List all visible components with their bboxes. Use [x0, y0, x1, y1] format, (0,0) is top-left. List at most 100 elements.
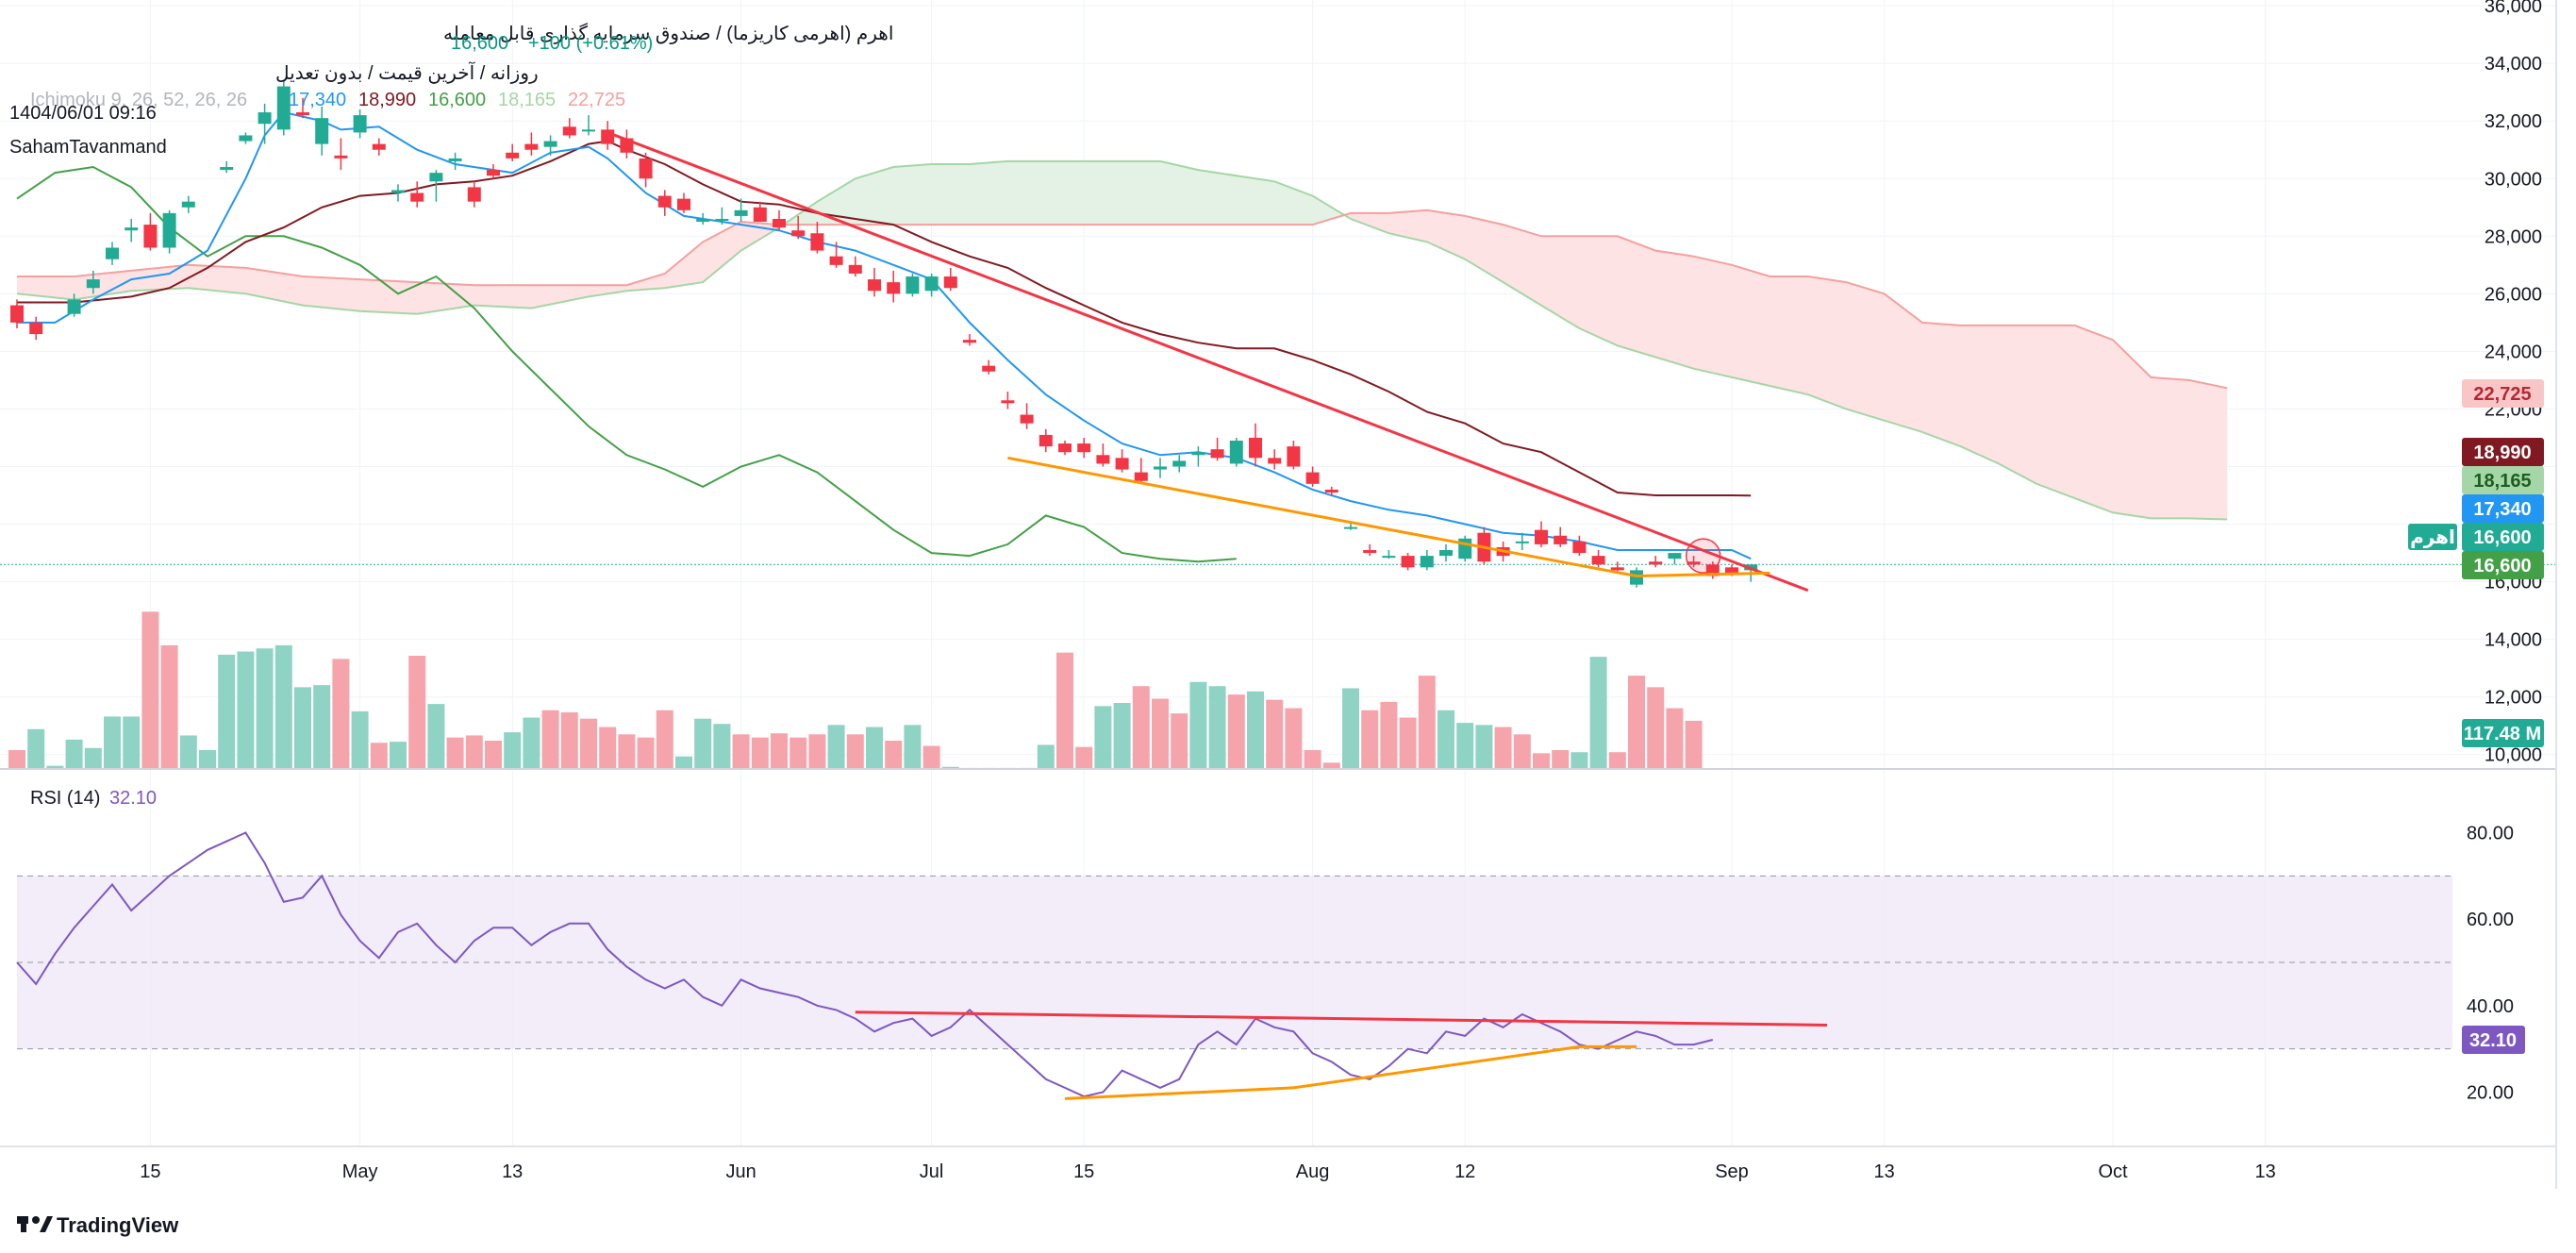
rsi-resistance-trendline[interactable]: [855, 1011, 1828, 1027]
candle[interactable]: [258, 103, 272, 144]
candle[interactable]: [125, 218, 139, 242]
candle[interactable]: [734, 198, 748, 223]
candlesticks[interactable]: [10, 80, 1758, 588]
candle[interactable]: [67, 293, 81, 317]
candle[interactable]: [848, 256, 862, 277]
candle[interactable]: [982, 359, 996, 375]
candle[interactable]: [10, 299, 24, 328]
candle[interactable]: [448, 152, 462, 171]
price-resistance-trendline[interactable]: [607, 131, 1809, 593]
candle[interactable]: [943, 267, 957, 292]
price-support-trendline[interactable]: [1636, 571, 1770, 577]
candle[interactable]: [906, 273, 920, 297]
candle[interactable]: [1134, 458, 1148, 484]
candle[interactable]: [1591, 550, 1605, 568]
candle[interactable]: [29, 316, 43, 341]
candle[interactable]: [829, 242, 843, 268]
candle[interactable]: [239, 132, 253, 144]
candle[interactable]: [1535, 521, 1548, 547]
candle[interactable]: [391, 184, 405, 202]
candle[interactable]: [1630, 567, 1643, 588]
candle[interactable]: [1572, 535, 1587, 557]
candle[interactable]: [657, 190, 672, 216]
candle[interactable]: [562, 118, 576, 139]
candle[interactable]: [1249, 423, 1262, 467]
price-trendlines[interactable]: [607, 131, 1809, 593]
candle[interactable]: [1001, 392, 1015, 409]
rsi-support-trendline[interactable]: [1293, 1044, 1580, 1090]
candle[interactable]: [791, 215, 806, 240]
candle[interactable]: [1439, 543, 1453, 562]
candle[interactable]: [1649, 556, 1663, 568]
candle[interactable]: [1191, 446, 1205, 467]
candle[interactable]: [868, 267, 881, 297]
candle[interactable]: [86, 270, 100, 294]
candle[interactable]: [773, 209, 786, 231]
candle[interactable]: [1420, 550, 1434, 571]
candle[interactable]: [1077, 437, 1091, 459]
candle[interactable]: [296, 97, 309, 119]
rsi-axis[interactable]: 80.00 60.00 40.00 20.00: [2467, 824, 2514, 1104]
candle[interactable]: [372, 138, 386, 156]
candle[interactable]: [162, 209, 176, 254]
candle[interactable]: [106, 242, 119, 265]
rsi-trendlines[interactable]: [855, 1011, 1828, 1100]
candle[interactable]: [1287, 441, 1301, 470]
candle[interactable]: [677, 192, 690, 213]
candle[interactable]: [1058, 441, 1072, 456]
candle[interactable]: [410, 181, 424, 208]
candle[interactable]: [1668, 553, 1682, 565]
candle[interactable]: [543, 135, 557, 156]
candle[interactable]: [639, 152, 653, 188]
candle[interactable]: [715, 207, 729, 226]
candle[interactable]: [487, 163, 500, 179]
candle[interactable]: [963, 334, 976, 346]
candle[interactable]: [467, 181, 481, 208]
candle[interactable]: [1154, 458, 1167, 478]
candle[interactable]: [620, 129, 634, 159]
candle[interactable]: [810, 222, 824, 254]
candle[interactable]: [1554, 526, 1568, 547]
price-support-trendline[interactable]: [1007, 456, 1637, 577]
candle[interactable]: [334, 138, 348, 171]
volume-bar: [1227, 694, 1245, 769]
candle[interactable]: [1096, 443, 1110, 467]
candle[interactable]: [1515, 532, 1529, 551]
time-axis[interactable]: 15 May 13 Jun Jul 15 Aug 12 Sep 13 Oct 13: [140, 1161, 2275, 1182]
candle[interactable]: [924, 273, 939, 297]
highlight-circle[interactable]: [1685, 538, 1721, 574]
candle[interactable]: [181, 195, 195, 213]
candle[interactable]: [506, 143, 520, 161]
candle[interactable]: [1401, 553, 1415, 571]
candle[interactable]: [1039, 428, 1053, 453]
candle[interactable]: [429, 170, 443, 202]
volume-bar: [1247, 691, 1264, 769]
candle[interactable]: [753, 201, 767, 223]
candle[interactable]: [1020, 403, 1034, 429]
candle[interactable]: [1324, 486, 1338, 496]
candle[interactable]: [582, 115, 595, 136]
candle[interactable]: [1172, 455, 1187, 473]
candle[interactable]: [1687, 556, 1701, 568]
candle[interactable]: [143, 212, 158, 251]
candle[interactable]: [1115, 449, 1129, 473]
candle[interactable]: [353, 109, 367, 139]
candle[interactable]: [1229, 437, 1243, 467]
tradingview-logo[interactable]: TradingView: [17, 1213, 179, 1237]
candle[interactable]: [1382, 550, 1396, 560]
candle[interactable]: [1305, 466, 1320, 487]
candle[interactable]: [696, 212, 710, 226]
candle[interactable]: [524, 132, 539, 156]
candle[interactable]: [1363, 543, 1377, 557]
candle[interactable]: [1210, 437, 1224, 461]
candle[interactable]: [1458, 535, 1472, 562]
rsi-pane[interactable]: [16, 831, 2452, 1100]
candle[interactable]: [220, 160, 234, 174]
candle[interactable]: [887, 270, 901, 303]
rsi-support-trendline[interactable]: [1064, 1086, 1294, 1100]
candle[interactable]: [315, 106, 329, 156]
candle[interactable]: [1268, 449, 1282, 470]
candle[interactable]: [276, 80, 291, 136]
volume-bar: [199, 750, 216, 769]
